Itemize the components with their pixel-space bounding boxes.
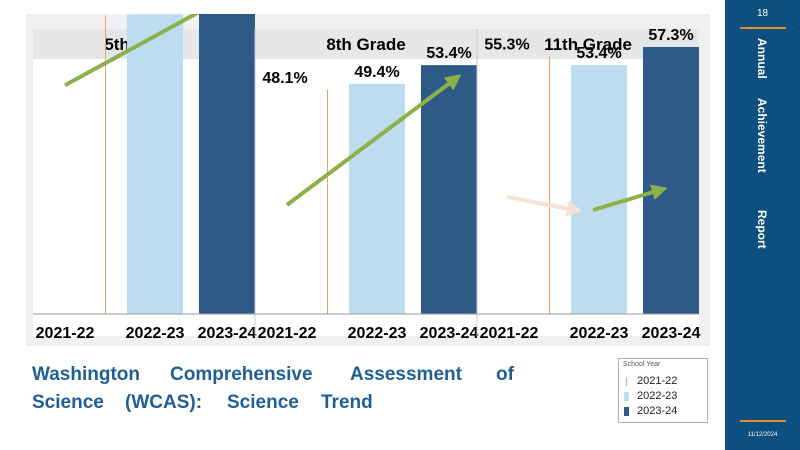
tick-label: 2021-22 [480, 325, 539, 342]
bar-2022-23 [127, 14, 183, 314]
legend-title: School Year [623, 361, 661, 368]
tick-label: 2022-23 [126, 325, 185, 342]
legend-item: 2021-22 [624, 375, 677, 387]
legend: School Year 2021-22 2022-23 2023-24 [618, 358, 708, 423]
tick-label: 2022-23 [570, 325, 629, 342]
bar-chart: 5th Grade64.1%2021-2264.3%2022-2371.8%20… [33, 14, 701, 342]
caption-word: Trend [321, 392, 373, 413]
bar-2021-22 [549, 56, 550, 314]
caption-word: Science [32, 392, 104, 413]
legend-item: 2023-24 [624, 405, 677, 417]
data-label: 55.3% [484, 36, 529, 53]
side-title-annual: Annual [755, 38, 769, 79]
side-title-achievement: Achievement [755, 98, 769, 173]
caption-word: Comprehensive [170, 364, 313, 385]
bar-2021-22 [105, 15, 106, 314]
tick-label: 2022-23 [348, 325, 407, 342]
bar-2023-24 [199, 14, 255, 315]
side-divider-bottom [740, 420, 786, 422]
bar-2022-23 [571, 65, 627, 314]
tick-label: 2021-22 [36, 325, 95, 342]
panel-header [255, 29, 477, 59]
side-title-report: Report [755, 210, 769, 249]
caption-line-2: Science (WCAS): Science Trend [32, 392, 373, 414]
bar-2023-24 [643, 46, 699, 315]
panel-title: 11th Grade [544, 35, 632, 54]
caption-word: Assessment [350, 364, 462, 385]
caption-word: Science [227, 392, 299, 413]
tick-label: 2021-22 [258, 325, 317, 342]
legend-item: 2022-23 [624, 390, 677, 402]
legend-swatch [624, 406, 629, 416]
tick-label: 2023-24 [198, 325, 257, 342]
tick-label: 2023-24 [642, 325, 701, 342]
trend-arrow-up [592, 184, 668, 212]
bar-2021-22 [327, 89, 328, 314]
trend-arrow [285, 74, 462, 207]
trend-arrow [64, 14, 200, 88]
bar-2022-23 [349, 83, 405, 315]
page-number: 18 [756, 8, 769, 19]
tick-label: 2023-24 [420, 325, 479, 342]
data-label: 53.4% [426, 45, 471, 62]
legend-label: 2021-22 [637, 375, 678, 387]
side-date: 11/12/2024 [747, 432, 778, 438]
side-bar: 18 Annual Achievement Report 11/12/2024 [725, 0, 800, 450]
caption-word: Washington [32, 364, 140, 385]
caption-word: (WCAS): [125, 392, 203, 413]
caption-line-1: Washington Comprehensive Assessment of [32, 364, 514, 386]
data-label: 49.4% [354, 64, 399, 81]
bar-2023-24 [421, 65, 477, 314]
caption-word: of [496, 364, 514, 385]
data-label: 48.1% [262, 70, 307, 87]
chart-frame: 5th Grade64.1%2021-2264.3%2022-2371.8%20… [26, 14, 710, 346]
legend-label: 2022-23 [637, 390, 678, 402]
legend-label: 2023-24 [637, 405, 678, 417]
trend-arrow-down [506, 195, 583, 217]
side-divider-top [740, 27, 786, 29]
panel-title: 8th Grade [326, 35, 405, 54]
legend-swatch [624, 391, 629, 401]
data-label: 57.3% [648, 27, 693, 44]
data-label: 53.4% [576, 45, 621, 62]
legend-swatch [626, 376, 627, 386]
